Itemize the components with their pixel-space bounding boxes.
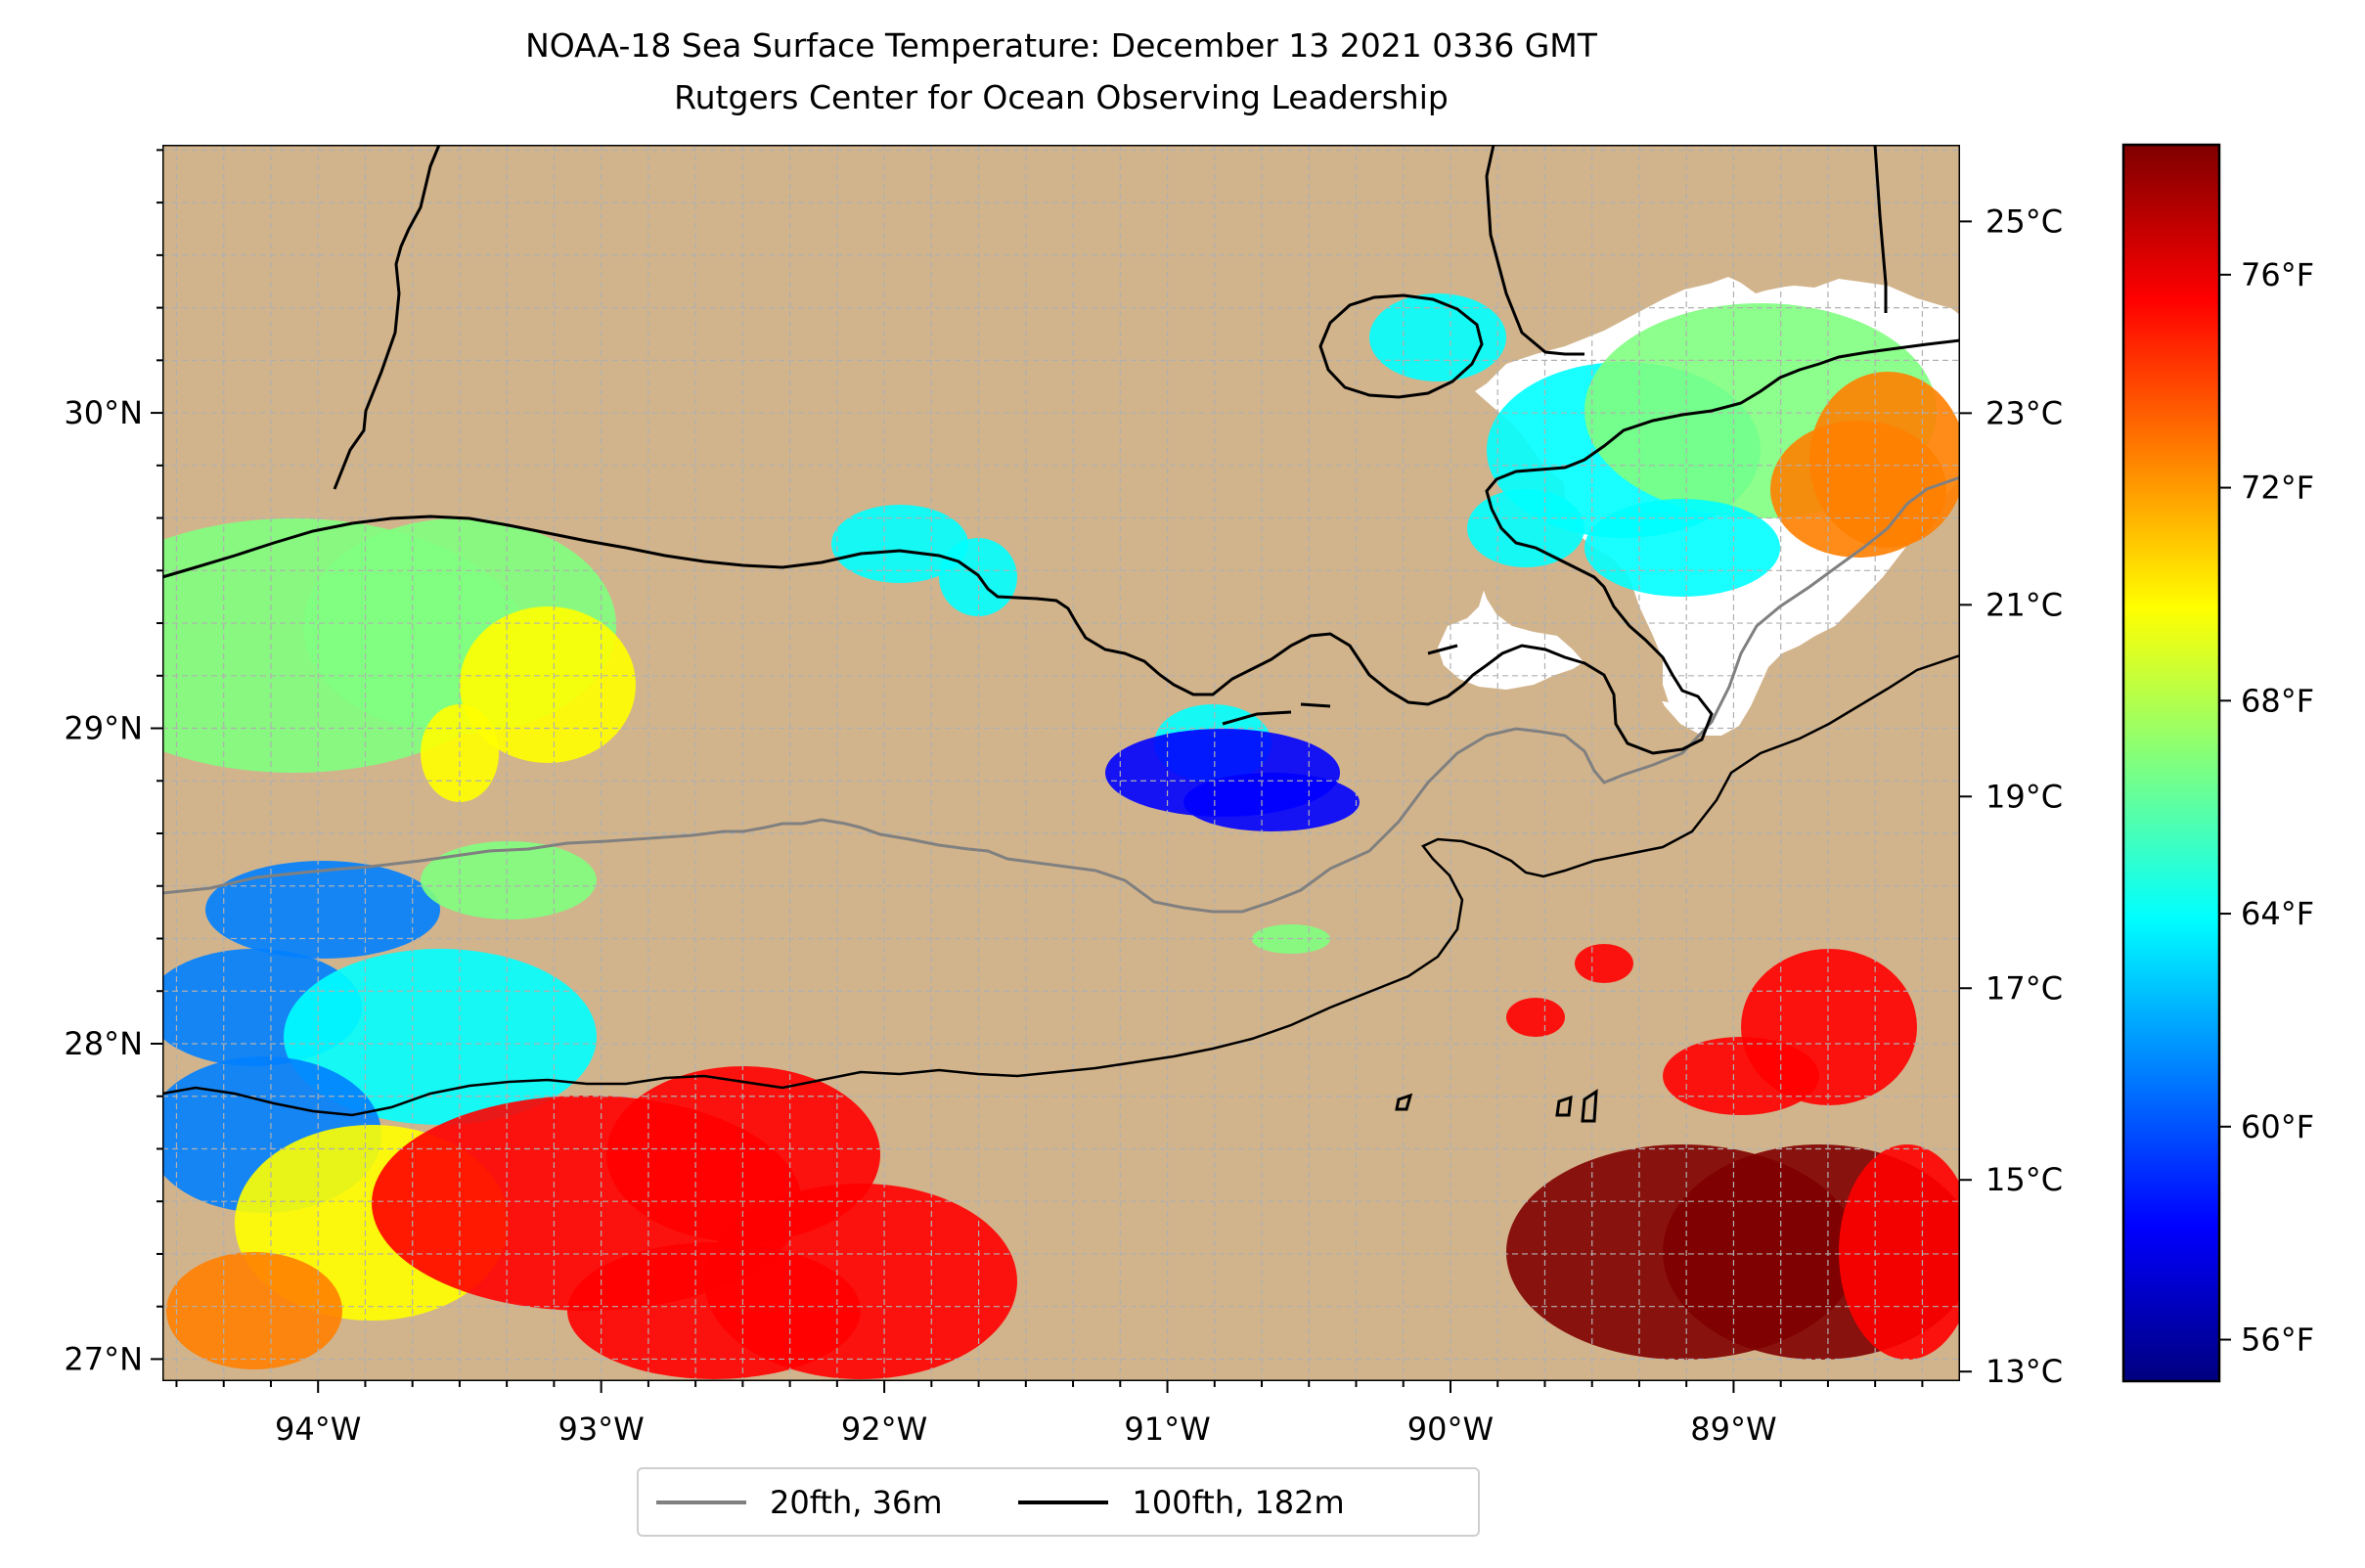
sst-patch [1575,944,1633,983]
colorbar-celsius-ticks: 13°C 15°C 17°C 19°C 21°C 23°C 25°C [1960,202,2063,1390]
sst-patch [1467,489,1584,567]
celsius-tick-label: 21°C [1986,586,2063,623]
sst-patch [1663,1037,1819,1115]
lat-tick-label: 27°N [64,1340,143,1377]
sst-patch [1839,1144,1960,1360]
sst-patch [166,1252,342,1369]
sst-patch [1183,773,1360,831]
celsius-tick-label: 25°C [1986,202,2063,240]
sst-patch [1369,293,1506,381]
chart-subtitle: Rutgers Center for Ocean Observing Leade… [674,78,1449,116]
chart-title: NOAA-18 Sea Surface Temperature: Decembe… [525,26,1597,65]
lon-tick-label: 91°W [1124,1411,1210,1448]
gridlines [162,145,1960,1381]
sst-patch [421,841,597,919]
fahrenheit-tick-label: 64°F [2241,895,2314,932]
lon-tick-label: 92°W [841,1411,927,1448]
lon-tick-label: 93°W [558,1411,644,1448]
isobath-100fth [162,653,1960,1117]
coastline-lake [1318,293,1484,399]
legend-swatch-20fth [656,1500,746,1504]
fahrenheit-tick-label: 72°F [2241,470,2314,507]
legend-label-100fth: 100fth, 182m [1132,1483,1345,1521]
legend-entry-20fth: 20fth, 36m [643,1484,942,1521]
coastline [162,338,1960,755]
lat-tick-label: 29°N [64,710,143,747]
fahrenheit-tick-label: 68°F [2241,682,2314,719]
fahrenheit-tick-label: 56°F [2241,1322,2314,1359]
legend: 20fth, 36m 100fth, 182m [637,1467,1480,1537]
coastal-islands [1222,644,1598,1123]
celsius-tick-label: 17°C [1986,969,2063,1007]
legend-swatch-100fth [1018,1500,1109,1504]
map-panel [162,145,1960,1381]
sst-patch [1506,998,1565,1037]
map-axes [151,149,1924,1393]
sst-patch [567,1242,861,1379]
colorbar-fahrenheit-ticks: 56°F 60°F 64°F 68°F 72°F 76°F [2219,256,2314,1359]
colorbar-gradient [2121,143,2221,1383]
celsius-tick-label: 23°C [1986,394,2063,431]
lat-tick-label: 30°N [64,394,143,431]
legend-entry-100fth: 100fth, 182m [1004,1483,1345,1521]
lon-tick-label: 90°W [1407,1411,1494,1448]
sst-patch [1584,499,1780,597]
fahrenheit-tick-label: 76°F [2241,256,2314,293]
lon-tick-label: 89°W [1690,1411,1776,1448]
sst-patch [1770,421,1946,558]
isobath-20fth [162,475,1960,914]
legend-label-20fth: 20fth, 36m [770,1483,943,1521]
sst-patch [205,861,440,959]
state-border [333,145,1888,490]
celsius-tick-label: 15°C [1986,1161,2063,1198]
colorbar: 13°C 15°C 17°C 19°C 21°C 23°C 25°C 56°F 60°F 64°… [1960,143,2314,1390]
celsius-tick-label: 13°C [1986,1353,2063,1390]
latitude-tick-labels: 27°N 28°N 29°N 30°N [64,394,143,1377]
lon-tick-label: 94°W [275,1411,361,1448]
celsius-tick-label: 19°C [1986,778,2063,815]
fahrenheit-tick-label: 60°F [2241,1108,2314,1145]
sst-patch [831,505,968,583]
sst-patch [460,606,636,763]
lat-tick-label: 28°N [64,1025,143,1062]
longitude-tick-labels: 94°W 93°W 92°W 91°W 90°W 89°W [275,1411,1777,1448]
